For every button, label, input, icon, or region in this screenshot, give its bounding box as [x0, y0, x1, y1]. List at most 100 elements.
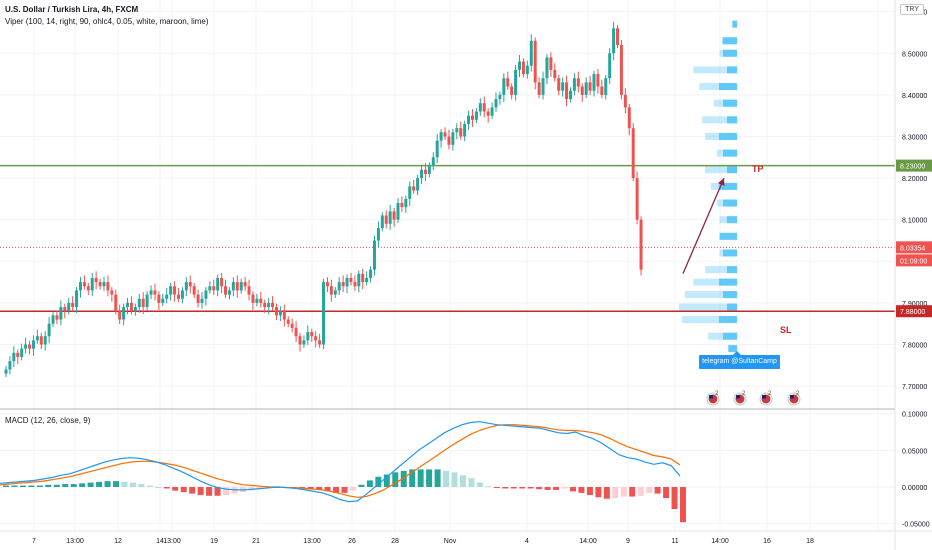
- telegram-label[interactable]: telegram @SultanCamp: [699, 351, 780, 369]
- bearish-candle[interactable]: [55, 315, 59, 320]
- bearish-candle[interactable]: [400, 203, 404, 208]
- macd-histogram-bar[interactable]: [569, 487, 576, 492]
- bullish-candle[interactable]: [8, 361, 12, 370]
- macd-histogram-bar[interactable]: [468, 478, 475, 487]
- annotations[interactable]: TP SL: [682, 164, 792, 335]
- bullish-candle[interactable]: [24, 344, 28, 349]
- bearish-candle[interactable]: [176, 294, 180, 299]
- bearish-candle[interactable]: [600, 86, 604, 95]
- bullish-candle[interactable]: [31, 340, 35, 349]
- macd-histogram-bar[interactable]: [113, 481, 120, 487]
- countdown-badge[interactable]: [896, 254, 932, 267]
- bearish-candle[interactable]: [639, 219, 643, 270]
- bullish-candle[interactable]: [376, 228, 380, 241]
- bullish-candle[interactable]: [345, 277, 349, 287]
- bullish-candle[interactable]: [204, 290, 208, 299]
- bearish-candle[interactable]: [110, 290, 114, 295]
- bullish-candle[interactable]: [267, 302, 271, 308]
- bullish-candle[interactable]: [337, 282, 341, 291]
- macd-histogram-bar[interactable]: [36, 485, 43, 487]
- candlestick-series[interactable]: [4, 21, 643, 377]
- macd-histogram-bar[interactable]: [620, 487, 627, 497]
- bullish-candle[interactable]: [180, 290, 184, 299]
- bearish-candle[interactable]: [623, 94, 627, 108]
- bearish-candle[interactable]: [263, 302, 267, 308]
- bullish-candle[interactable]: [137, 298, 141, 308]
- macd-histogram-bar[interactable]: [70, 484, 77, 487]
- macd-histogram-bar[interactable]: [375, 476, 382, 487]
- bullish-candle[interactable]: [420, 169, 424, 179]
- bearish-candle[interactable]: [220, 277, 224, 287]
- bullish-candle[interactable]: [102, 282, 106, 287]
- bullish-candle[interactable]: [169, 286, 173, 295]
- bearish-candle[interactable]: [329, 286, 333, 295]
- macd-histogram-bar[interactable]: [383, 474, 390, 487]
- macd-histogram-bar[interactable]: [553, 487, 560, 490]
- bullish-candle[interactable]: [333, 290, 337, 295]
- bearish-candle[interactable]: [549, 57, 553, 70]
- macd-histogram-bar[interactable]: [459, 475, 466, 487]
- bullish-candle[interactable]: [67, 302, 71, 312]
- macd-line[interactable]: [0, 421, 681, 503]
- bearish-candle[interactable]: [631, 128, 635, 179]
- macd-histogram-bar[interactable]: [654, 487, 661, 494]
- bullish-candle[interactable]: [75, 290, 79, 308]
- macd-histogram-bar[interactable]: [409, 469, 416, 487]
- bearish-candle[interactable]: [141, 298, 145, 308]
- macd-histogram-bar[interactable]: [586, 487, 593, 496]
- bearish-candle[interactable]: [286, 319, 290, 324]
- bearish-candle[interactable]: [482, 103, 486, 112]
- tp-price-badge[interactable]: [896, 159, 932, 172]
- bullish-candle[interactable]: [431, 157, 435, 166]
- macd-histogram-bar[interactable]: [544, 487, 551, 490]
- macd-histogram-bar[interactable]: [502, 487, 509, 489]
- macd-histogram-bar[interactable]: [197, 487, 204, 496]
- bearish-candle[interactable]: [506, 78, 510, 87]
- bullish-candle[interactable]: [161, 298, 165, 303]
- bullish-candle[interactable]: [572, 78, 576, 91]
- macd-histogram-bar[interactable]: [400, 470, 407, 487]
- macd-histogram-bar[interactable]: [11, 485, 18, 487]
- macd-histogram-bar[interactable]: [671, 487, 678, 509]
- macd-histogram-bar[interactable]: [527, 487, 534, 489]
- bearish-candle[interactable]: [247, 286, 251, 295]
- macd-histogram-bar[interactable]: [646, 487, 653, 493]
- bearish-candle[interactable]: [310, 332, 314, 337]
- macd-histogram-bar[interactable]: [163, 487, 170, 489]
- bullish-candle[interactable]: [59, 307, 63, 320]
- macd-histogram-bar[interactable]: [603, 487, 610, 499]
- bearish-candle[interactable]: [118, 311, 122, 320]
- bullish-candle[interactable]: [4, 369, 8, 374]
- bullish-candle[interactable]: [12, 352, 16, 362]
- bearish-candle[interactable]: [361, 273, 365, 283]
- bullish-candle[interactable]: [427, 165, 431, 174]
- bullish-candle[interactable]: [227, 290, 231, 295]
- bearish-candle[interactable]: [282, 311, 286, 320]
- bullish-candle[interactable]: [467, 115, 471, 124]
- bearish-candle[interactable]: [341, 282, 345, 287]
- macd-histogram-bar[interactable]: [595, 487, 602, 498]
- bearish-candle[interactable]: [557, 78, 561, 91]
- bearish-candle[interactable]: [486, 111, 490, 116]
- bullish-candle[interactable]: [514, 69, 518, 95]
- bearish-candle[interactable]: [114, 294, 118, 312]
- bearish-candle[interactable]: [98, 282, 102, 287]
- bearish-candle[interactable]: [325, 282, 329, 287]
- bullish-candle[interactable]: [78, 282, 82, 291]
- macd-indicator-legend[interactable]: MACD (12, 26, close, 9): [5, 416, 91, 425]
- bullish-candle[interactable]: [357, 273, 361, 287]
- bearish-candle[interactable]: [533, 40, 537, 83]
- macd-histogram-bar[interactable]: [485, 486, 492, 488]
- bearish-candle[interactable]: [251, 294, 255, 303]
- bullish-candle[interactable]: [396, 203, 400, 220]
- bullish-candle[interactable]: [518, 61, 522, 70]
- bearish-candle[interactable]: [553, 69, 557, 79]
- macd-histogram-bar[interactable]: [62, 484, 69, 487]
- macd-histogram-bar[interactable]: [324, 487, 331, 492]
- bearish-candle[interactable]: [274, 307, 278, 316]
- macd-histogram-bar[interactable]: [146, 485, 153, 487]
- bearish-candle[interactable]: [28, 344, 32, 349]
- bearish-candle[interactable]: [259, 298, 263, 303]
- macd-histogram-bar[interactable]: [316, 487, 323, 490]
- macd-histogram-bar[interactable]: [426, 469, 433, 487]
